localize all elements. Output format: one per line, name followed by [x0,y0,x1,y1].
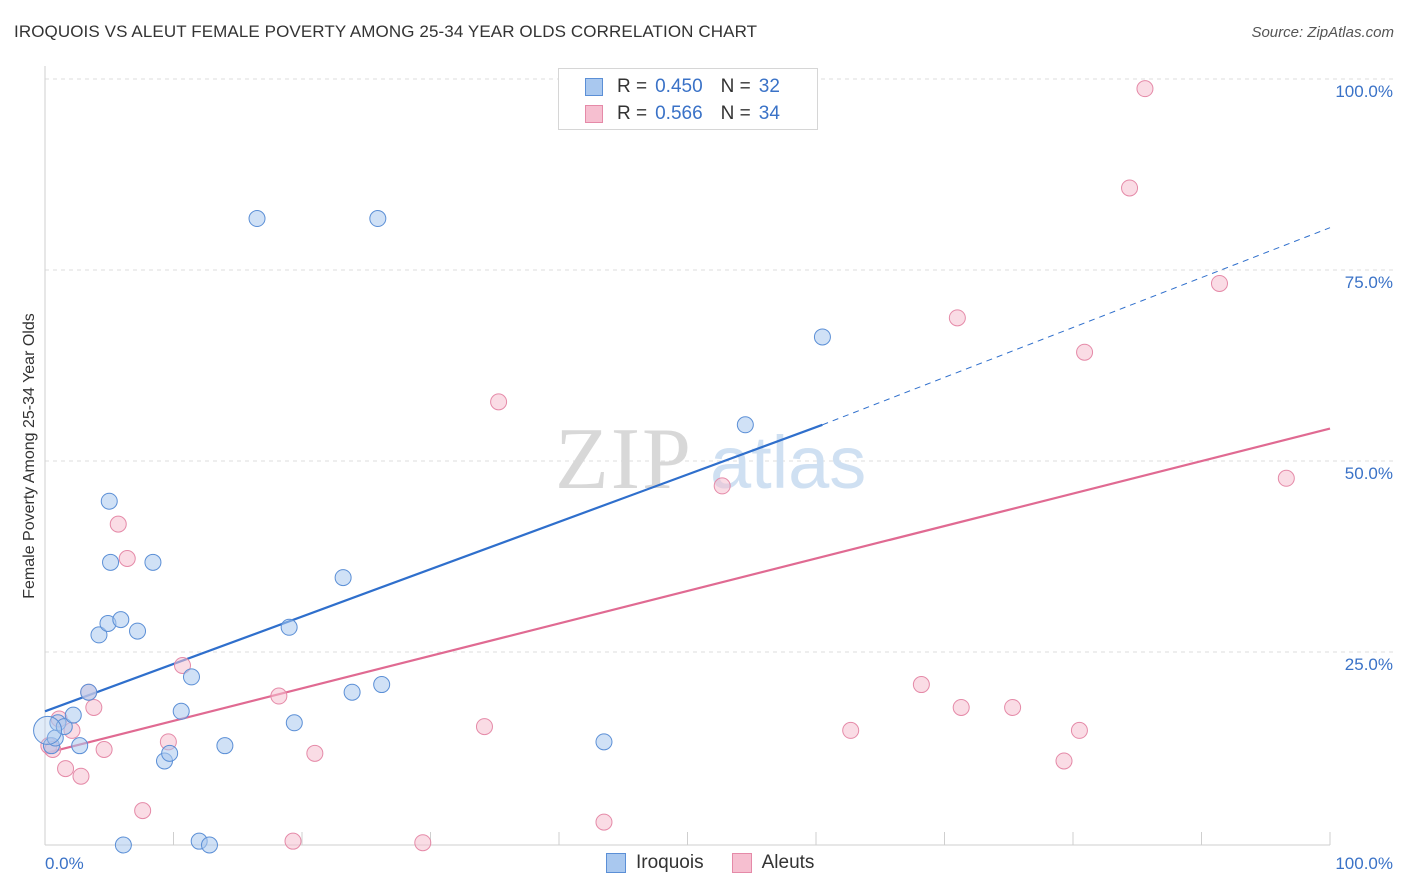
watermark-zip: ZIP [555,411,693,508]
watermark-atlas: atlas [710,421,866,504]
chart-title: IROQUOIS VS ALEUT FEMALE POVERTY AMONG 2… [14,22,758,41]
data-point-iroquois [129,622,147,640]
tick-labels: 25.0% 50.0% 75.0% 100.0% 0.0% 100.0% [45,82,1393,873]
data-point-iroquois [182,668,200,686]
series-legend-iroquois[interactable]: Iroquois [606,852,704,874]
legend-row-aleuts: R = 0.566 N = 34 [585,102,780,126]
series-label-iroquois: Iroquois [636,852,704,873]
legend-box: R = 0.450 N = 32 R = 0.566 N = 34 [558,68,818,130]
data-point-aleuts [1121,179,1139,197]
data-point-aleuts [952,698,970,716]
data-point-aleuts [95,741,113,758]
data-point-iroquois [71,737,89,755]
series-legend-aleuts[interactable]: Aleuts [731,852,815,874]
data-point-aleuts [1210,274,1228,292]
data-point-iroquois [280,618,298,636]
data-point-aleuts [912,676,930,694]
legend-n-value: 34 [758,103,780,124]
data-point-iroquois [90,626,108,644]
legend-n-label: N = [720,103,751,124]
legend-r-label: R = [617,76,648,97]
legend-swatch-iroquois [585,78,603,96]
y-tick-label: 75.0% [1345,273,1393,292]
data-point-iroquois [595,733,613,751]
data-point-aleuts [284,832,302,850]
data-point-aleuts [72,767,90,785]
data-points [33,80,1295,854]
data-point-aleuts [118,550,136,567]
legend-n-value: 32 [758,76,780,97]
data-point-aleuts [713,477,731,495]
data-point-iroquois [343,683,361,701]
legend-r-value: 0.566 [655,103,703,124]
data-point-iroquois [64,706,82,724]
series-swatch-iroquois [606,853,626,873]
x-tick-label: 0.0% [45,854,84,873]
data-point-aleuts [948,309,966,327]
data-point-aleuts [57,760,75,778]
y-tick-label: 25.0% [1345,655,1393,674]
data-point-aleuts [1004,698,1022,716]
data-point-aleuts [85,698,103,716]
data-point-cluster [33,715,63,745]
legend-n-label: N = [720,76,751,97]
data-point-iroquois [102,553,120,571]
legend-swatch-aleuts [585,105,603,123]
y-tick-label: 100.0% [1335,82,1393,101]
source-note: Source: ZipAtlas.com [1251,24,1394,41]
y-tick-label: 50.0% [1345,464,1393,483]
legend-r-value: 0.450 [655,76,703,97]
y-axis-label: Female Poverty Among 25-34 Year Olds [21,313,38,599]
trend-line-iroquois [44,423,823,713]
data-point-aleuts [842,721,860,739]
data-point-aleuts [595,813,613,831]
data-point-iroquois [161,744,179,762]
data-point-iroquois [144,553,162,571]
data-point-aleuts [475,718,493,736]
data-point-iroquois [172,702,190,720]
series-legend: Iroquois Aleuts [606,852,842,874]
data-point-iroquois [216,737,234,755]
axes [44,66,1331,846]
data-point-aleuts [414,834,432,852]
data-point-aleuts [109,515,127,533]
data-point-aleuts [1070,721,1088,739]
data-point-iroquois [736,416,754,434]
data-point-iroquois [114,836,132,854]
data-point-aleuts [270,687,288,705]
legend-r-label: R = [617,103,648,124]
data-point-aleuts [173,656,191,674]
data-point-aleuts [134,802,152,820]
data-point-iroquois [285,714,303,732]
watermark: ZIP atlas [555,411,866,508]
data-point-iroquois [80,683,98,701]
legend-row-iroquois: R = 0.450 N = 32 [585,75,780,99]
data-point-iroquois [112,611,130,629]
data-point-aleuts [306,744,324,762]
data-point-aleuts [1076,343,1094,361]
trend-line-aleuts [44,427,1331,755]
series-label-aleuts: Aleuts [761,852,815,873]
data-point-iroquois [373,676,391,694]
data-point-aleuts [1055,752,1073,770]
data-point-iroquois [369,210,387,228]
data-point-aleuts [490,393,508,411]
data-point-aleuts [1136,80,1154,98]
series-swatch-aleuts [731,853,752,873]
data-point-iroquois [248,210,266,228]
data-point-aleuts [1277,469,1295,487]
data-point-iroquois [334,569,352,587]
data-point-iroquois [813,328,831,346]
x-tick-label: 100.0% [1335,854,1393,873]
data-point-iroquois [100,492,118,510]
data-point-iroquois [200,836,218,854]
grid-lines [45,78,1395,653]
trend-line-iroquois-extension [822,227,1331,426]
data-point-iroquois [55,718,73,736]
